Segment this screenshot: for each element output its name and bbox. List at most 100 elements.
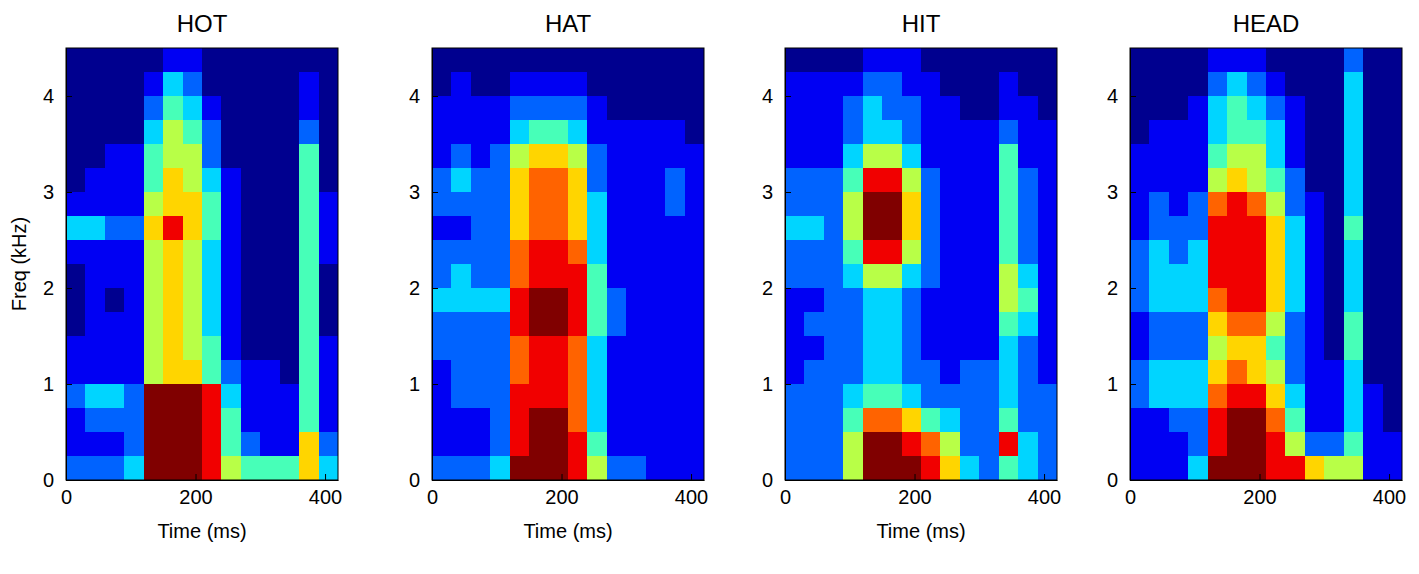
cell xyxy=(124,144,143,168)
cell xyxy=(260,168,279,192)
cell xyxy=(979,120,998,144)
cell xyxy=(471,216,490,240)
x-tick-label: 0 xyxy=(427,486,438,508)
cell xyxy=(221,456,240,480)
cell xyxy=(105,240,124,264)
cell xyxy=(105,168,124,192)
cell xyxy=(66,96,85,120)
cell xyxy=(1018,216,1037,240)
cell xyxy=(843,312,862,336)
cell xyxy=(607,264,626,288)
cell xyxy=(824,288,843,312)
x-tick: 400 xyxy=(675,474,708,508)
cell xyxy=(105,72,124,96)
cell xyxy=(1324,384,1343,408)
cell xyxy=(665,192,684,216)
cell xyxy=(824,384,843,408)
cell xyxy=(665,48,684,72)
y-tick-mark xyxy=(1130,192,1136,193)
cell xyxy=(1383,48,1402,72)
cell xyxy=(1169,240,1188,264)
cell xyxy=(280,336,299,360)
cell xyxy=(1324,48,1343,72)
cell xyxy=(979,72,998,96)
cell xyxy=(529,408,548,432)
cell xyxy=(105,312,124,336)
cell xyxy=(685,408,704,432)
x-tick-label: 200 xyxy=(179,486,212,508)
cell xyxy=(85,384,104,408)
x-tick: 200 xyxy=(1243,474,1276,508)
cell xyxy=(1038,72,1057,96)
cell xyxy=(319,96,338,120)
cell xyxy=(241,120,260,144)
cell xyxy=(1227,144,1246,168)
cell xyxy=(665,96,684,120)
cell xyxy=(299,72,318,96)
cell xyxy=(587,96,606,120)
cell xyxy=(568,312,587,336)
cell xyxy=(960,336,979,360)
cell xyxy=(921,48,940,72)
cell xyxy=(432,432,451,456)
cell xyxy=(1018,240,1037,264)
cell xyxy=(626,240,645,264)
cell xyxy=(902,240,921,264)
cell xyxy=(451,408,470,432)
cell xyxy=(163,456,182,480)
cell xyxy=(299,192,318,216)
cell xyxy=(960,48,979,72)
cell xyxy=(1130,96,1149,120)
cell xyxy=(66,360,85,384)
cell xyxy=(1038,336,1057,360)
cell xyxy=(646,408,665,432)
cell xyxy=(221,192,240,216)
cell xyxy=(665,288,684,312)
cell xyxy=(163,144,182,168)
cell xyxy=(902,192,921,216)
cell xyxy=(124,192,143,216)
cell xyxy=(144,432,163,456)
cell xyxy=(568,408,587,432)
cell xyxy=(1266,96,1285,120)
cell xyxy=(432,192,451,216)
cell xyxy=(843,216,862,240)
cell xyxy=(66,216,85,240)
cell xyxy=(1324,264,1343,288)
x-tick-label: 200 xyxy=(545,486,578,508)
cell xyxy=(568,144,587,168)
cell xyxy=(999,96,1018,120)
cell xyxy=(626,168,645,192)
cell xyxy=(163,120,182,144)
cell xyxy=(85,408,104,432)
cell xyxy=(785,144,804,168)
cell xyxy=(1383,384,1402,408)
cell xyxy=(999,144,1018,168)
cell xyxy=(979,144,998,168)
cell xyxy=(319,384,338,408)
cell xyxy=(529,72,548,96)
cell xyxy=(549,408,568,432)
cell xyxy=(921,432,940,456)
cell xyxy=(785,48,804,72)
cell xyxy=(66,264,85,288)
cell xyxy=(785,312,804,336)
panel-title: HAT xyxy=(545,10,592,37)
y-tick-label: 4 xyxy=(762,85,773,107)
cell xyxy=(432,264,451,288)
cell xyxy=(940,408,959,432)
cell xyxy=(66,384,85,408)
cell xyxy=(568,168,587,192)
figure: 020040001234HOTTime (ms)Freq (kHz)020040… xyxy=(0,0,1419,574)
cell xyxy=(843,336,862,360)
x-axis-title: Time (ms) xyxy=(523,520,612,542)
cell xyxy=(646,168,665,192)
cell xyxy=(1038,384,1057,408)
cell xyxy=(1130,384,1149,408)
y-tick-label: 3 xyxy=(409,181,420,203)
cell xyxy=(587,48,606,72)
cell xyxy=(549,264,568,288)
cell xyxy=(1149,240,1168,264)
cell xyxy=(510,192,529,216)
plot-background xyxy=(785,48,1057,480)
